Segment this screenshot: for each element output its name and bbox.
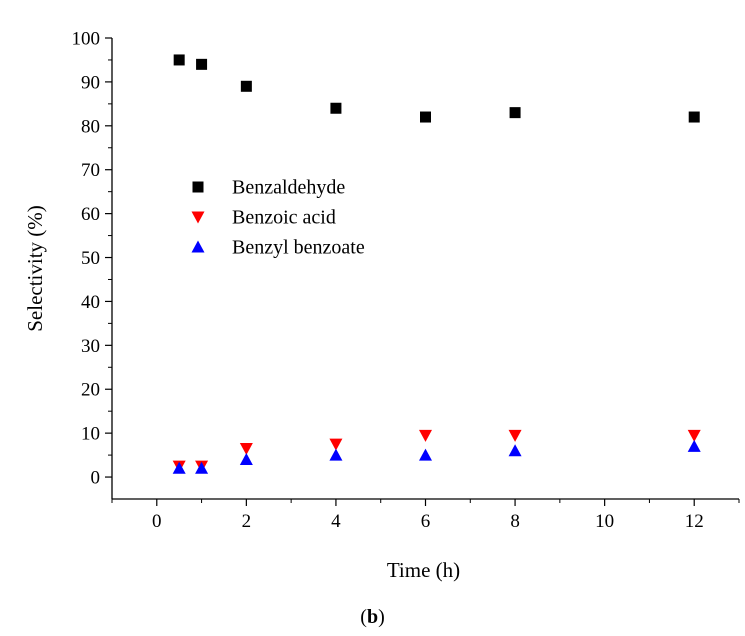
data-point-benzyl-benzoate	[419, 448, 432, 461]
x-tick-label: 12	[685, 511, 704, 532]
data-point-benzoic-acid	[239, 443, 253, 456]
panel-label: (b)	[0, 606, 745, 629]
legend-marker-benzaldehyde	[192, 181, 204, 193]
y-tick-label: 70	[81, 160, 100, 181]
legend-marker-benzyl-benzoate	[191, 240, 205, 253]
data-point-benzoic-acid	[508, 429, 522, 442]
data-point-benzaldehyde	[173, 54, 185, 66]
data-point-benzyl-benzoate	[508, 444, 522, 457]
panel-label-close: )	[378, 606, 385, 628]
panel-label-open: (	[360, 606, 367, 628]
x-tick-label: 6	[421, 511, 431, 532]
y-tick-label: 100	[72, 29, 101, 50]
y-tick-label: 80	[81, 116, 100, 137]
data-point-benzaldehyde	[330, 102, 342, 114]
x-axis-title: Time (h)	[387, 558, 460, 582]
data-point-benzaldehyde	[509, 107, 521, 119]
data-point-benzyl-benzoate	[329, 448, 343, 461]
data-point-benzyl-benzoate	[239, 452, 253, 465]
data-point-benzoic-acid	[687, 429, 701, 442]
data-point-benzoic-acid	[329, 438, 343, 451]
data-point-benzaldehyde	[688, 111, 700, 123]
legend-label-benzaldehyde: Benzaldehyde	[232, 177, 345, 199]
y-tick-label: 50	[81, 248, 100, 269]
chart-svg: 0 10 20 30 40 50 60 70 80 90 100 0 2 4 6 8 10 12 Time (h) S…	[23, 29, 740, 582]
y-tick-label: 20	[81, 380, 100, 401]
selectivity-chart: 0 10 20 30 40 50 60 70 80 90 100 0 2 4 6 8 10 12 Time (h) S…	[23, 29, 740, 582]
x-tick-label: 10	[595, 511, 614, 532]
x-tick-label: 4	[331, 511, 341, 532]
panel-label-letter: b	[366, 606, 379, 628]
data-point-benzaldehyde	[196, 58, 208, 70]
data-point-benzaldehyde	[420, 111, 431, 123]
legend-label-benzyl-benzoate: Benzyl benzoate	[232, 237, 365, 259]
y-tick-label: 30	[81, 336, 100, 357]
data-point-benzoic-acid	[419, 429, 432, 442]
data-point-benzyl-benzoate	[172, 461, 186, 474]
x-tick-label: 8	[510, 511, 520, 532]
y-tick-label: 0	[91, 468, 101, 489]
data-point-benzyl-benzoate	[195, 461, 209, 474]
y-tick-label: 90	[81, 72, 100, 93]
x-tick-label: 2	[242, 511, 252, 532]
data-point-benzyl-benzoate	[687, 439, 701, 452]
y-axis-title: Selectivity (%)	[23, 205, 47, 332]
y-tick-label: 40	[81, 292, 100, 313]
legend-label-benzoic-acid: Benzoic acid	[232, 207, 336, 229]
y-tick-label: 10	[81, 424, 100, 445]
data-point-benzaldehyde	[240, 80, 252, 92]
y-tick-label: 60	[81, 204, 100, 225]
legend-marker-benzoic-acid	[191, 211, 205, 224]
x-tick-label: 0	[152, 511, 162, 532]
